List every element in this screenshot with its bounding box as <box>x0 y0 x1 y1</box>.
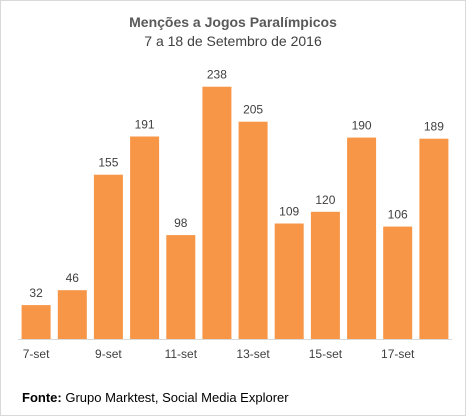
data-label-14-set: 109 <box>279 205 299 219</box>
bar-8-set <box>57 290 87 339</box>
data-label-9-set: 155 <box>98 156 118 170</box>
source-note: Fonte: Grupo Marktest, Social Media Expl… <box>22 390 289 405</box>
x-tick-label: 7-set <box>23 347 50 361</box>
data-label-16-set: 190 <box>352 119 372 133</box>
data-label-11-set: 98 <box>174 216 188 230</box>
data-label-15-set: 120 <box>315 193 335 207</box>
x-tick-label: 9-set <box>95 347 122 361</box>
bar-16-set <box>347 137 377 339</box>
bar-17-set <box>383 226 413 339</box>
data-label-18-set: 189 <box>424 120 444 134</box>
bar-18-set <box>419 138 449 339</box>
data-label-12-set: 238 <box>207 68 227 82</box>
bar-9-set <box>93 174 123 339</box>
source-text: Grupo Marktest, Social Media Explorer <box>61 390 289 405</box>
data-label-13-set: 205 <box>243 103 263 117</box>
bar-13-set <box>238 121 268 339</box>
bar-chart: 32 7-set 46 155 9-set 191 98 11-set 238 205 13-set… <box>18 68 452 361</box>
data-label-8-set: 46 <box>66 271 80 285</box>
bar-12-set <box>202 86 232 339</box>
data-label-17-set: 106 <box>388 208 408 222</box>
x-tick-label: 15-set <box>309 347 343 361</box>
x-tick-label: 17-set <box>381 347 415 361</box>
bar-7-set <box>21 305 51 339</box>
x-tick-label: 13-set <box>236 347 270 361</box>
data-label-10-set: 191 <box>135 118 155 132</box>
bar-14-set <box>274 223 304 339</box>
bar-10-set <box>130 136 160 339</box>
chart-subtitle: 7 a 18 de Setembro de 2016 <box>144 33 322 49</box>
chart-title: Menções a Jogos Paralímpicos <box>129 14 337 30</box>
data-label-7-set: 32 <box>29 286 43 300</box>
bar-15-set <box>310 211 340 339</box>
x-tick-label: 11-set <box>165 347 198 361</box>
source-label: Fonte: <box>22 390 62 405</box>
bar-11-set <box>166 235 196 339</box>
